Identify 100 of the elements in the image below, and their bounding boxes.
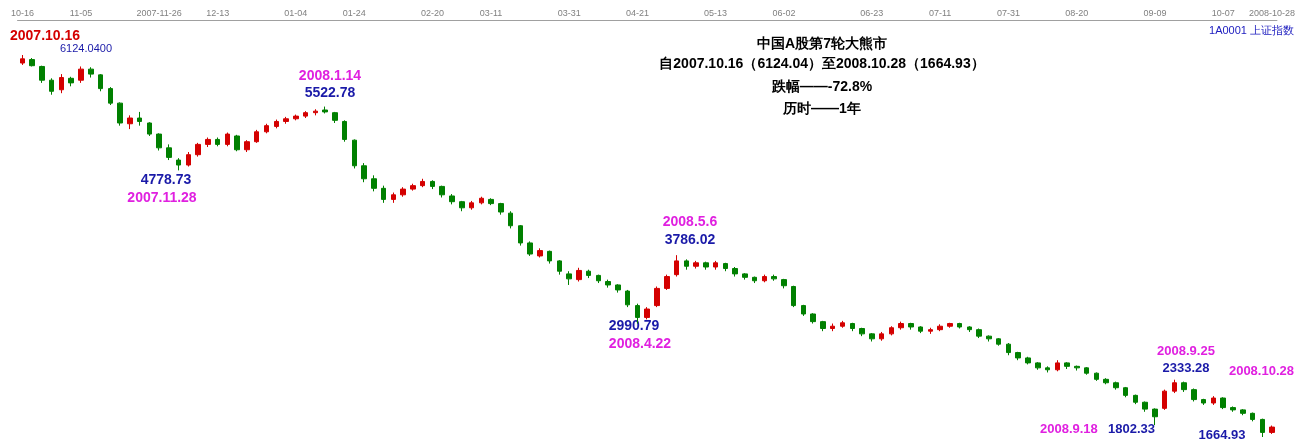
candlestick [1045,365,1050,373]
annotation: 历时——1年 [782,100,861,116]
candlestick [371,174,377,192]
candlestick [1191,387,1197,402]
candlestick [947,322,953,329]
candlestick [1113,381,1119,391]
candlestick [1240,408,1246,416]
candlestick [967,325,972,333]
candlestick [957,322,962,330]
x-tick-label: 03-31 [557,7,581,18]
candlestick [537,247,543,258]
candlestick [859,327,865,337]
candlestick [127,114,133,130]
candlestick [313,108,318,116]
candlestick [654,285,660,308]
candlestick [566,270,572,286]
candlestick [439,185,445,198]
candlestick [225,132,230,147]
x-tick-label: 10-16 [10,7,34,18]
annotation: 跌幅——-72.8% [770,78,873,94]
candlestick [703,261,709,271]
candlestick [166,143,172,161]
candlestick [918,325,923,334]
candlestick [986,334,992,342]
candlestick [381,185,386,204]
candlestick [684,258,689,271]
candlestick [723,262,728,272]
x-tick-label: 09-09 [1143,7,1167,18]
candlestick [264,123,269,134]
candlestick [586,269,591,279]
annotation: 5522.78 [304,84,356,100]
candlestick [791,285,796,308]
candlestick [869,332,875,342]
candlestick [108,86,113,106]
candlestick [59,73,64,94]
candlestick [810,312,816,325]
annotation: 2008.4.22 [608,335,672,351]
candlestick [449,193,455,205]
candlestick [137,111,142,127]
annotation: 3786.02 [664,231,716,247]
candlestick [1152,407,1158,426]
candlestick [908,322,914,331]
candlestick [20,54,25,66]
annotation: 2333.28 [1162,360,1210,375]
annotation: 4778.73 [140,171,192,187]
annotation: 2008.1.14 [298,67,362,83]
candlestick [322,106,328,114]
x-tick-label: 01-24 [342,7,366,18]
x-tick-label: 07-11 [928,7,952,18]
candlestick [234,134,240,152]
candlestick [508,210,513,229]
chart-title: 中国A股第7轮大熊市 [757,35,887,51]
candlestick [742,272,748,281]
candlestick [976,328,982,339]
candlestick [1074,365,1080,372]
candlestick [937,323,943,332]
x-tick-label: 06-23 [860,7,884,18]
candlestick [361,162,367,183]
candlestick [147,121,152,137]
candlestick [186,151,191,168]
candlestick [1094,371,1099,382]
candlestick [400,186,406,198]
candlestick [78,65,84,84]
annotation: 2008.9.18 [1040,421,1098,436]
candlestick [1162,389,1167,411]
candlestick [88,66,94,79]
candlestick [1084,366,1089,376]
annotation: 2008.5.6 [662,213,718,229]
candlestick [98,73,103,92]
candlestick [479,196,484,205]
text: 1A0001 上证指数 [1209,23,1294,36]
candlestick [518,224,523,247]
candlestick [1220,396,1226,410]
candlestick [840,320,845,329]
candlestick [156,132,162,151]
candlestick [410,183,416,192]
x-tick-label: 03-11 [479,7,503,18]
candlestick [801,304,806,317]
candlestick [1201,398,1206,406]
x-tick-label: 05-13 [704,7,728,18]
candlestick [674,254,679,278]
x-tick-label: 01-04 [284,7,308,18]
text: 6124.0400 [60,41,112,54]
candlestick [1181,381,1187,393]
x-tick-label: 08-20 [1065,7,1089,18]
candlestick [850,322,855,332]
candlestick [391,192,396,204]
candlestick [1055,359,1060,372]
candlestick [781,278,787,289]
candlestick [49,77,54,96]
x-tick-label: 07-31 [996,7,1020,18]
candlestick [1103,377,1109,385]
candlestick [29,57,35,67]
candlestick [762,274,767,283]
candlestick [205,137,211,148]
text: 2007.10.16 [10,27,81,43]
candlestick [1211,395,1216,406]
candlestick [293,114,299,121]
candlestick [176,157,181,171]
candlestick [576,267,582,283]
